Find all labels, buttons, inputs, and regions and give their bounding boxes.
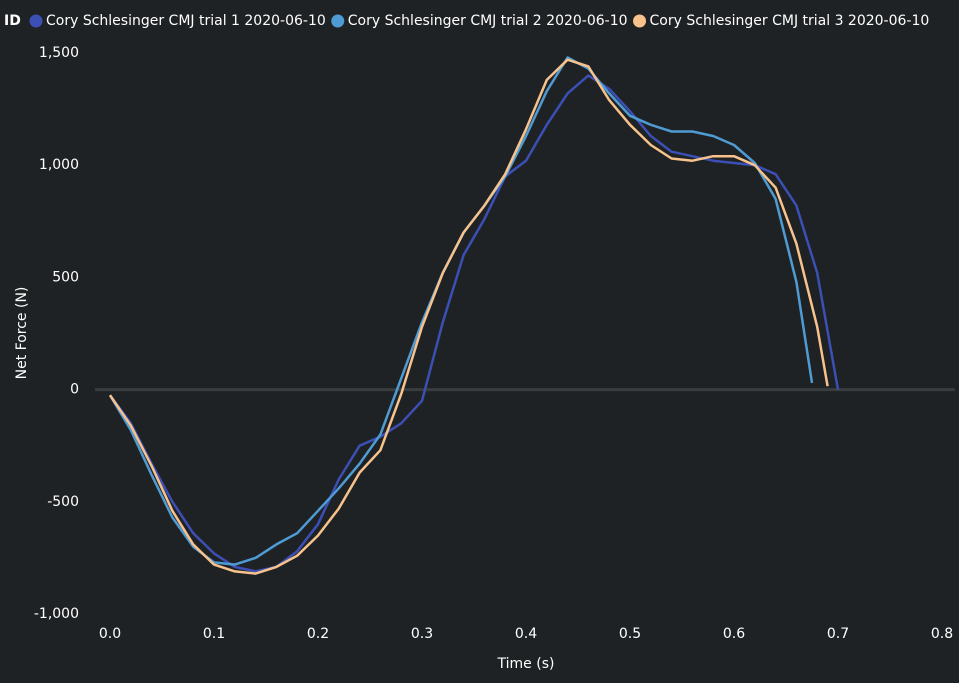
y-tick-label: 500 (52, 269, 79, 285)
x-tick-label: 0.0 (99, 626, 121, 642)
y-tick-label: -1,000 (34, 606, 79, 622)
x-tick-label: 0.8 (931, 626, 953, 642)
legend-label[interactable]: Cory Schlesinger CMJ trial 2 2020-06-10 (348, 13, 628, 29)
x-tick-label: 0.6 (723, 626, 745, 642)
y-tick-label: -500 (47, 494, 79, 510)
series-line (108, 58, 829, 575)
legend-marker[interactable] (633, 14, 647, 28)
x-tick-label: 0.5 (619, 626, 641, 642)
legend-marker[interactable] (331, 14, 345, 28)
y-axis-label: Net Force (N) (14, 287, 30, 380)
y-tick-label: 1,000 (39, 157, 79, 173)
x-tick-label: 0.2 (307, 626, 329, 642)
legend-label[interactable]: Cory Schlesinger CMJ trial 1 2020-06-10 (46, 13, 326, 29)
legend-marker[interactable] (29, 14, 43, 28)
series-line (108, 74, 840, 573)
x-tick-label: 0.4 (515, 626, 537, 642)
x-tick-label: 0.7 (827, 626, 849, 642)
y-tick-label: 1,500 (39, 45, 79, 61)
series-line (108, 56, 814, 566)
legend-title: ID (4, 13, 21, 29)
x-tick-label: 0.3 (411, 626, 433, 642)
y-tick-label: 0 (70, 382, 79, 398)
x-axis-label: Time (s) (497, 656, 555, 672)
x-tick-label: 0.1 (203, 626, 225, 642)
legend-label[interactable]: Cory Schlesinger CMJ trial 3 2020-06-10 (650, 13, 930, 29)
